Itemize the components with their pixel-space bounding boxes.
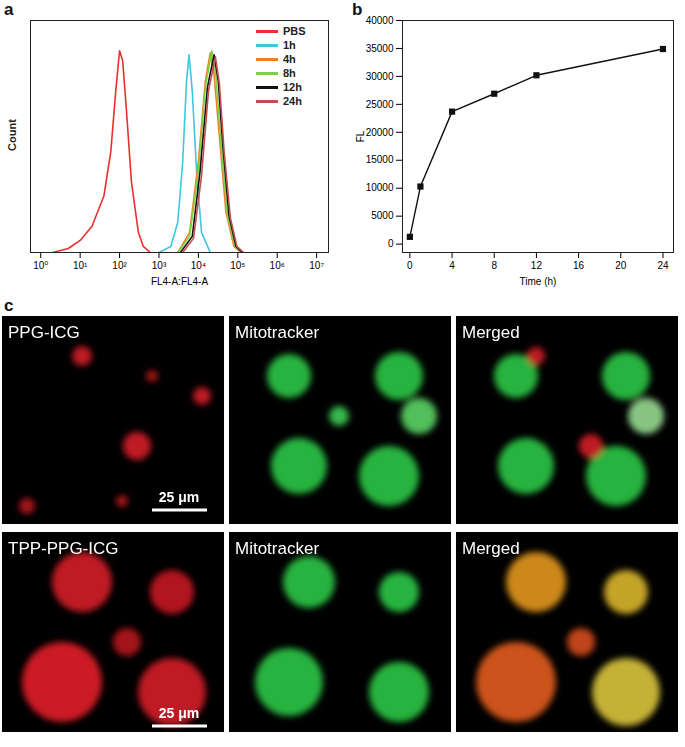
html-text:b: b bbox=[352, 0, 363, 19]
svg-text:4: 4 bbox=[449, 260, 455, 271]
svg-text:FL: FL bbox=[355, 130, 366, 142]
svg-text:10³: 10³ bbox=[152, 260, 167, 271]
svg-text:16: 16 bbox=[573, 260, 585, 271]
svg-text:25000: 25000 bbox=[366, 99, 394, 110]
html-text:Count: Count bbox=[5, 119, 18, 151]
svg-text:Mitotracker: Mitotracker bbox=[235, 539, 319, 558]
svg-text:25 μm: 25 μm bbox=[159, 705, 199, 721]
svg-text:10⁴: 10⁴ bbox=[191, 260, 206, 271]
svg-text:35000: 35000 bbox=[366, 43, 394, 54]
html-text:12h: 12h bbox=[283, 81, 302, 93]
svg-text:PPG-ICG: PPG-ICG bbox=[8, 323, 80, 342]
svg-text:10¹: 10¹ bbox=[73, 260, 88, 271]
html-text:PBS: PBS bbox=[283, 25, 306, 37]
html-text:a: a bbox=[4, 0, 14, 19]
svg-text:20: 20 bbox=[615, 260, 627, 271]
html-text:c: c bbox=[4, 296, 14, 315]
svg-text:Merged: Merged bbox=[462, 539, 520, 558]
html-text:8h: 8h bbox=[283, 67, 296, 79]
svg-text:Mitotracker: Mitotracker bbox=[235, 323, 319, 342]
svg-text:5000: 5000 bbox=[371, 210, 394, 221]
svg-text:Merged: Merged bbox=[462, 323, 520, 342]
svg-text:10000: 10000 bbox=[366, 182, 394, 193]
svg-text:20000: 20000 bbox=[366, 127, 394, 138]
svg-text:0: 0 bbox=[407, 260, 413, 271]
svg-text:8: 8 bbox=[491, 260, 497, 271]
svg-text:10⁶: 10⁶ bbox=[270, 260, 285, 271]
svg-text:15000: 15000 bbox=[366, 154, 394, 165]
svg-text:10⁰: 10⁰ bbox=[33, 260, 48, 271]
html-text:1h: 1h bbox=[283, 39, 296, 51]
svg-text:24: 24 bbox=[657, 260, 669, 271]
svg-text:Time (h): Time (h) bbox=[520, 276, 557, 287]
svg-text:10⁵: 10⁵ bbox=[230, 260, 245, 271]
html-text:24h: 24h bbox=[283, 95, 302, 107]
svg-text:10²: 10² bbox=[112, 260, 127, 271]
html-text:4h: 4h bbox=[283, 53, 296, 65]
svg-text:40000: 40000 bbox=[366, 15, 394, 26]
svg-text:10⁷: 10⁷ bbox=[309, 260, 324, 271]
svg-text:FL4-A:FL4-A: FL4-A:FL4-A bbox=[151, 276, 209, 287]
svg-text:30000: 30000 bbox=[366, 71, 394, 82]
svg-text:12: 12 bbox=[531, 260, 543, 271]
svg-text:TPP-PPG-ICG: TPP-PPG-ICG bbox=[8, 539, 119, 558]
svg-text:0: 0 bbox=[388, 238, 394, 249]
svg-text:25 μm: 25 μm bbox=[159, 489, 199, 505]
